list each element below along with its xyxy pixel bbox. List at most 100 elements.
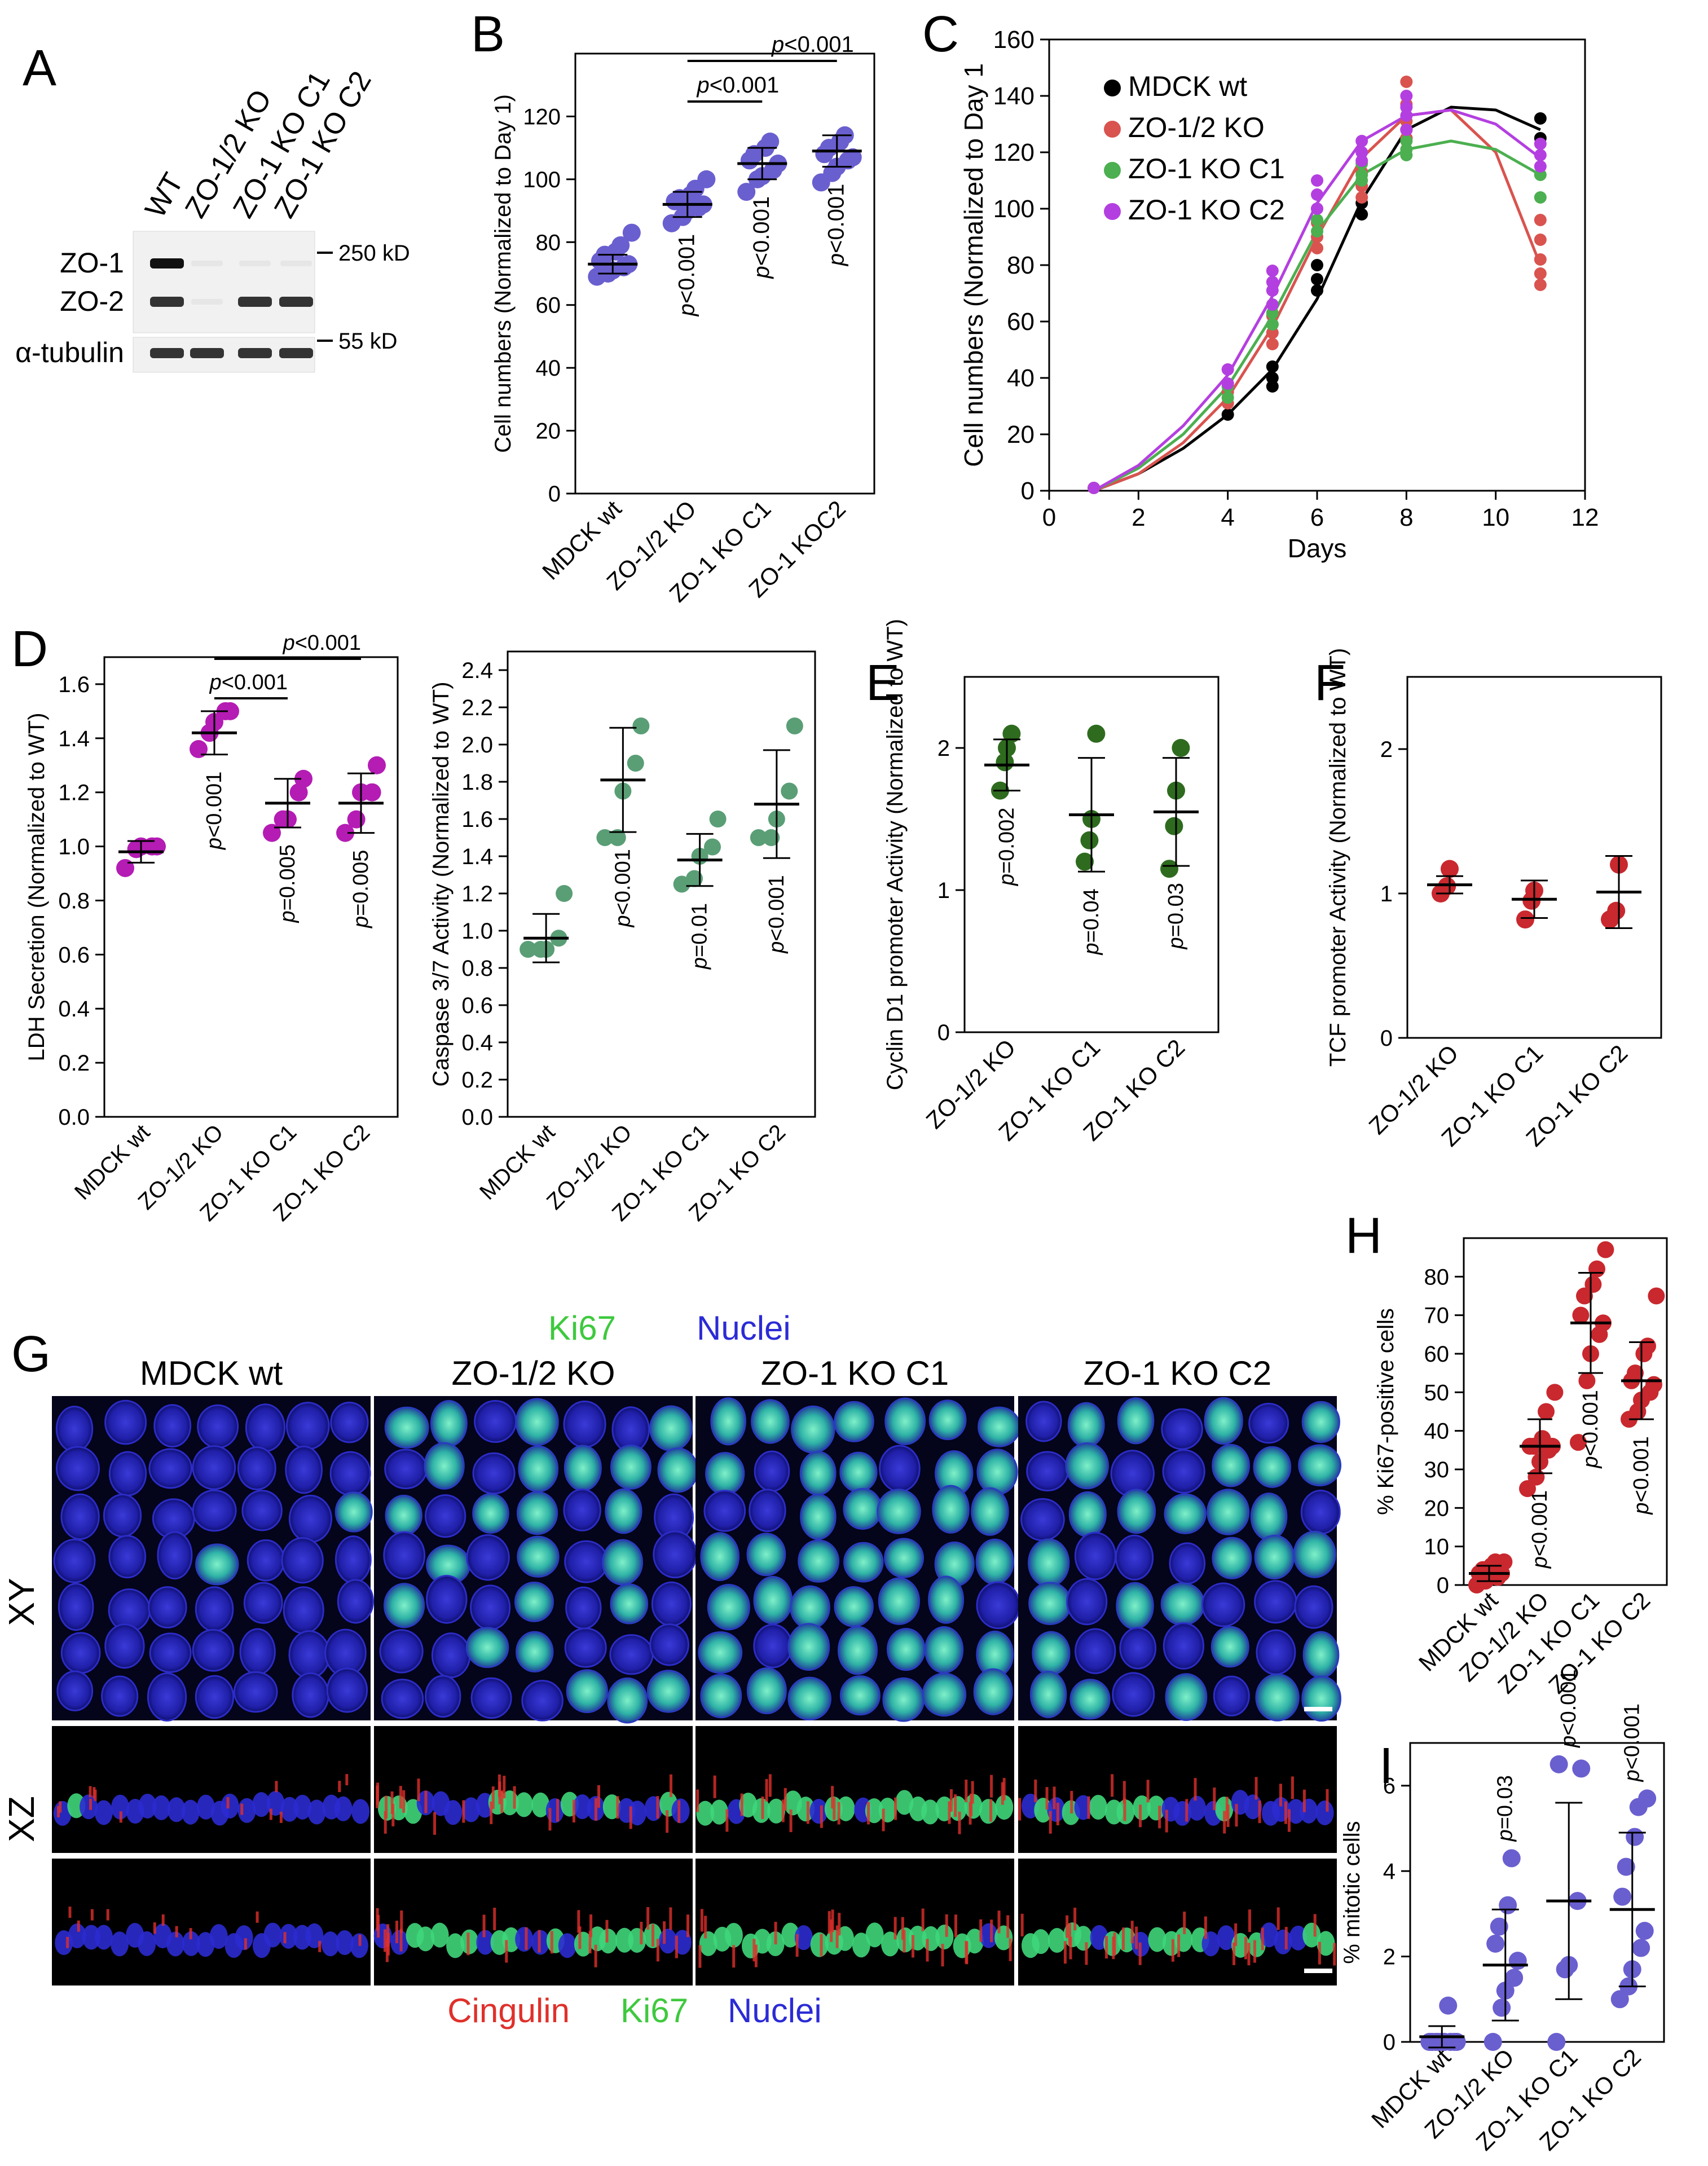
nucleus [192,1445,236,1490]
cingulin-signal [1056,1803,1059,1826]
y-tick-label: 0.6 [58,943,90,967]
column-title: ZO-1 KO C2 [1084,1354,1271,1392]
data-point [1439,1996,1458,2015]
plot-frame [1463,1237,1668,1586]
cingulin-signal [345,1774,349,1786]
nucleus [838,1626,878,1675]
cingulin-signal [820,1805,823,1828]
plot-frame [574,52,875,495]
row-label-xz: XZ [1,1796,42,1842]
cingulin-signal [1248,1909,1251,1932]
data-point [1534,112,1547,125]
xz-nucleus [979,1799,998,1824]
xz-nucleus [865,1922,884,1948]
nucleus [1112,1672,1155,1717]
marker-label: 250 kD [338,241,410,266]
nucleus [424,1442,465,1490]
nucleus [1028,1582,1072,1626]
data-point [1400,90,1413,102]
nucleus [932,1485,970,1534]
cingulin-signal [175,1926,178,1938]
nucleus [749,1489,786,1533]
cingulin-signal [377,1915,380,1938]
y-tick-label: 0.8 [461,956,493,981]
cingulin-signal [752,1939,756,1962]
nucleus [384,1449,428,1490]
nucleus [884,1397,926,1446]
cingulin-signal [1053,1786,1056,1810]
nucleus [426,1575,468,1624]
p-value-label: p=0.002 [995,808,1019,886]
panel-letter-d: D [11,621,48,677]
y-tick-label: 40 [1424,1419,1450,1444]
legend-label: MDCK wt [1128,71,1247,102]
cingulin-signal [958,1811,961,1834]
p-value-label: p=0.04 [1080,888,1103,955]
xz-image [695,1859,1014,1986]
column-title: ZO-1 KO C1 [761,1354,949,1392]
cingulin-signal [754,1944,758,1967]
p-value-label: p<0.001 [1630,1436,1653,1515]
cingulin-signal [704,1916,707,1939]
xz-nucleus [336,1930,354,1956]
cingulin-signal [921,1908,925,1931]
xz-nucleus [852,1932,870,1958]
nucleus [564,1540,609,1583]
cingulin-signal [66,1936,69,1948]
nucleus [55,1406,94,1452]
xz-nucleus [462,1797,481,1822]
cingulin-signal [68,1907,72,1918]
nucleus [474,1399,517,1443]
panel-E: 0 1 2 Cyclin D1 promoter Activity (Normaliz… [883,619,1220,1146]
xz-nucleus [111,1794,130,1820]
cingulin-signal [1122,1781,1126,1804]
cingulin-signal [279,1811,283,1823]
nucleus [1201,1582,1245,1627]
data-point [1266,360,1279,373]
xz-nucleus [68,1923,86,1949]
nucleus [285,1445,323,1494]
nucleus [517,1535,560,1578]
nucleus [791,1405,835,1454]
cingulin-signal [503,1776,506,1799]
y-tick-label: 1.2 [58,781,90,805]
y-tick-label: 80 [1424,1265,1450,1289]
cingulin-signal [903,1930,906,1953]
cingulin-signal [399,1929,403,1952]
nucleus [1065,1442,1109,1490]
y-tick-label: 0 [1437,1573,1449,1598]
data-point [1002,724,1021,743]
xz-nucleus [837,1796,855,1821]
xz-nucleus [949,1796,967,1821]
y-tick-label: 160 [993,26,1035,54]
cingulin-signal [997,1910,1001,1934]
y-tick-label: 0 [548,482,561,507]
blot-band [150,348,184,358]
cingulin-signal [189,1928,192,1940]
cingulin-signal [669,1907,672,1930]
nucleus [147,1672,187,1722]
cingulin-signal [677,1800,681,1823]
data-point [763,829,780,846]
data-point [843,148,862,166]
x-tick-label: 6 [1310,504,1324,531]
cingulin-signal [656,1939,659,1962]
y-tick-label: 0 [1383,2030,1396,2055]
cingulin-signal [740,1793,743,1816]
cingulin-signal [670,1774,673,1797]
y-tick-label: 120 [523,104,561,129]
cingulin-signal [283,1932,287,1944]
cingulin-signal [482,1914,486,1938]
nucleus [245,1403,286,1452]
cingulin-signal [578,1926,582,1949]
nucleus [195,1586,234,1632]
nucleus [283,1586,324,1635]
data-point [294,769,312,788]
y-tick-label: 0 [1380,1026,1393,1051]
data-point [1495,1553,1513,1570]
bracket-label: p<0.001 [209,671,288,694]
y-tick-label: 60 [536,293,561,318]
panel-D1: 0.0 0.2 0.4 0.6 0.8 1.0 1.2 1.4 1.6 LDH Secretion… [24,631,399,1226]
nucleus [1029,1670,1067,1719]
xz-nucleus [699,1931,717,1956]
